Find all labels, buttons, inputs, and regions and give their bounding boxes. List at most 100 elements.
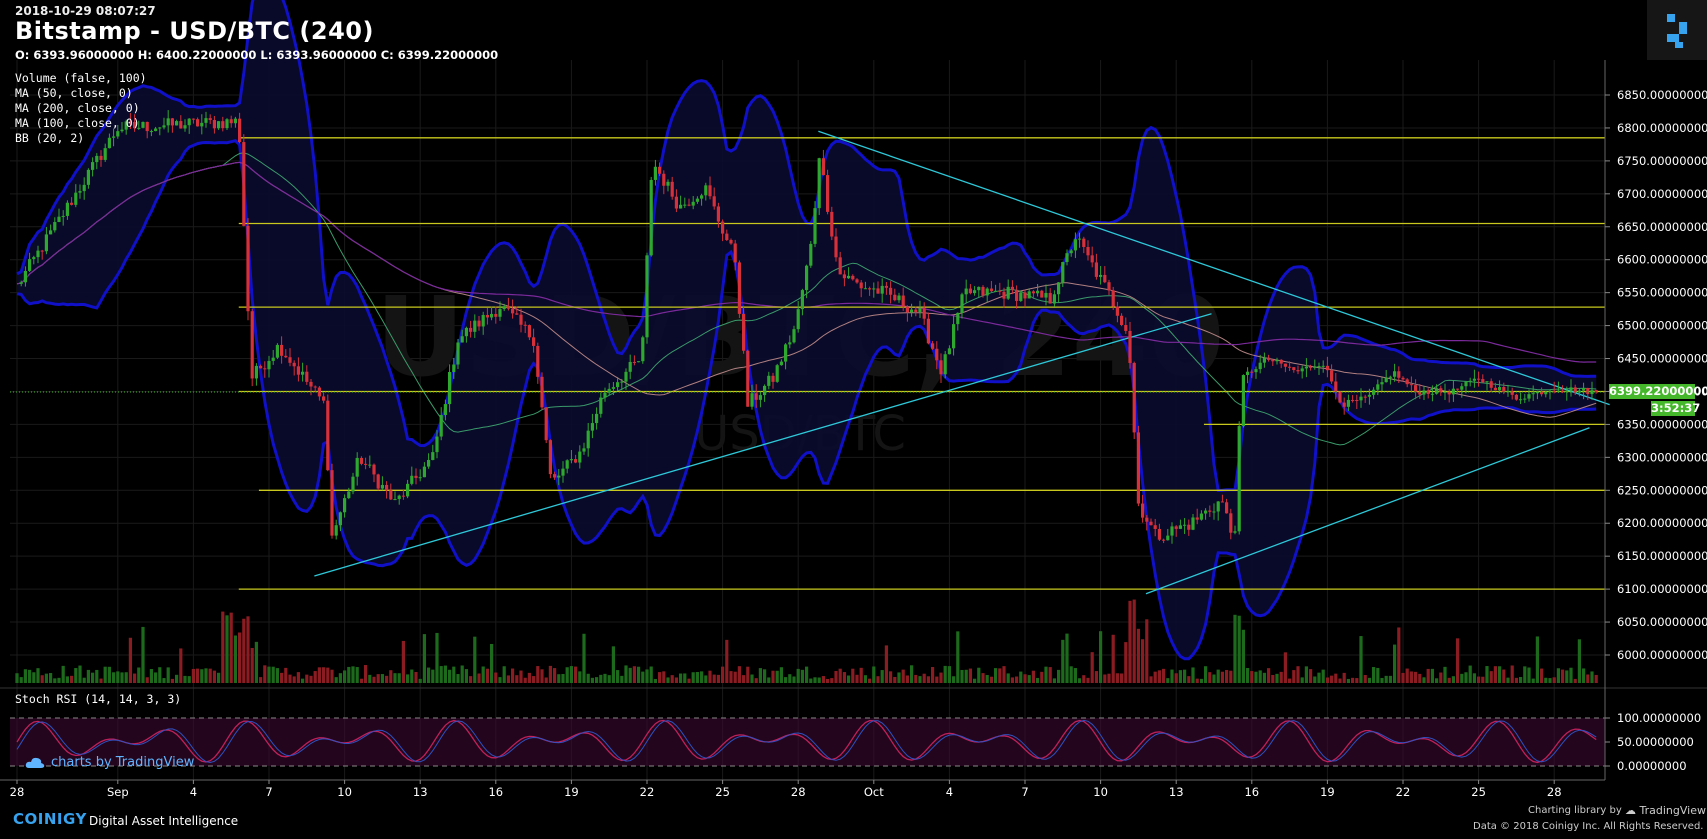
legend-bb[interactable]: BB (20, 2) — [15, 131, 85, 145]
legend-ma-100[interactable]: MA (100, close, 0) — [15, 116, 140, 130]
volume-bar — [1191, 667, 1195, 683]
candle-body — [460, 336, 464, 343]
candle-body — [1477, 378, 1481, 380]
volume-bar — [1149, 676, 1153, 683]
bb-fill — [17, 0, 1597, 659]
volume-bar — [708, 670, 712, 683]
candle-body — [981, 286, 985, 296]
volume-bar — [1582, 668, 1586, 683]
candle-body — [1573, 387, 1577, 393]
volume-bar — [624, 665, 628, 683]
candle-body — [86, 169, 90, 185]
volume-bar — [595, 677, 599, 683]
volume-bars — [15, 599, 1598, 683]
candle-body — [301, 371, 305, 375]
candle-body — [149, 131, 153, 133]
candle-body — [679, 204, 683, 209]
price-tick-label: 6450.00000000 — [1617, 352, 1707, 366]
time-tick-label: 10 — [337, 785, 352, 799]
candle-body — [952, 324, 956, 349]
volume-bar — [1254, 671, 1258, 683]
volume-bar — [95, 669, 99, 683]
volume-bar — [330, 669, 334, 683]
candle-body — [284, 355, 288, 358]
stoch-rsi-d-line — [16, 719, 1597, 764]
time-tick-label: Oct — [864, 785, 884, 799]
candle-body — [813, 208, 817, 244]
candle-body — [687, 204, 691, 206]
candle-body — [599, 397, 603, 414]
volume-bar — [1418, 673, 1422, 683]
volume-bar — [590, 677, 594, 683]
candle-body — [590, 423, 594, 431]
volume-bar — [691, 672, 695, 683]
volume-bar — [1107, 673, 1111, 683]
legend-ma-50[interactable]: MA (50, close, 0) — [15, 86, 133, 100]
volume-bar — [779, 667, 783, 683]
candle-body — [158, 127, 162, 129]
candle-body — [1304, 366, 1308, 369]
volume-bar — [599, 674, 603, 683]
legend-ma-200[interactable]: MA (200, close, 0) — [15, 101, 140, 115]
volume-bar — [1023, 674, 1027, 683]
volume-bar — [338, 673, 342, 683]
volume-bar — [1430, 668, 1434, 683]
volume-bar — [536, 666, 540, 683]
candle-body — [527, 325, 531, 338]
volume-bar — [582, 633, 586, 683]
candle-body — [292, 362, 296, 367]
tradingview-link[interactable]: charts by TradingView — [25, 755, 194, 770]
volume-bar — [1481, 676, 1485, 683]
volume-bar — [935, 676, 939, 683]
candle-body — [44, 234, 48, 252]
candle-body — [1216, 501, 1220, 512]
volume-bar — [973, 678, 977, 683]
candle-body — [973, 290, 977, 294]
tradingview-credit[interactable]: ☁ TradingView — [1625, 804, 1706, 817]
candle-body — [767, 375, 771, 386]
candle-body — [1040, 290, 1044, 298]
volume-bar — [1540, 668, 1544, 683]
candle-body — [1338, 391, 1342, 403]
candle-body — [1321, 365, 1325, 367]
volume-bar — [981, 673, 985, 683]
volume-bar — [1489, 671, 1493, 683]
volume-bar — [754, 678, 758, 683]
candle-body — [1145, 517, 1149, 522]
candle-body — [1006, 286, 1010, 299]
volume-bar — [250, 647, 254, 683]
volume-bar — [578, 671, 582, 683]
volume-bar — [1132, 599, 1136, 683]
candle-body — [65, 202, 69, 216]
candle-body — [1514, 394, 1518, 400]
volume-bar — [1279, 671, 1283, 683]
trend-line — [818, 130, 1610, 406]
stoch-rsi-k-line — [16, 719, 1597, 764]
volume-bar — [985, 674, 989, 683]
candle-body — [632, 361, 636, 363]
volume-bar — [166, 667, 170, 683]
volume-bar — [401, 640, 405, 683]
volume-bar — [347, 666, 351, 683]
volume-bar — [880, 670, 884, 683]
candle-body — [1212, 511, 1216, 513]
candle-body — [758, 395, 762, 400]
volume-bar — [183, 675, 187, 683]
volume-bar — [922, 673, 926, 683]
candle-body — [1552, 390, 1556, 392]
candle-body — [1325, 365, 1329, 371]
candle-body — [691, 201, 695, 206]
candle-body — [242, 142, 246, 226]
volume-bar — [775, 670, 779, 683]
time-tick-label: 16 — [1244, 785, 1259, 799]
volume-bar — [254, 641, 258, 683]
candle-body — [338, 512, 342, 526]
volume-bar — [813, 677, 817, 683]
stoch-rsi-label[interactable]: Stoch RSI (14, 14, 3, 3) — [15, 692, 182, 706]
legend-volume[interactable]: Volume (false, 100) — [15, 71, 147, 85]
candle-body — [1061, 262, 1065, 283]
rsi-tick-label: 0.00000000 — [1617, 759, 1687, 773]
candle-body — [809, 243, 813, 266]
